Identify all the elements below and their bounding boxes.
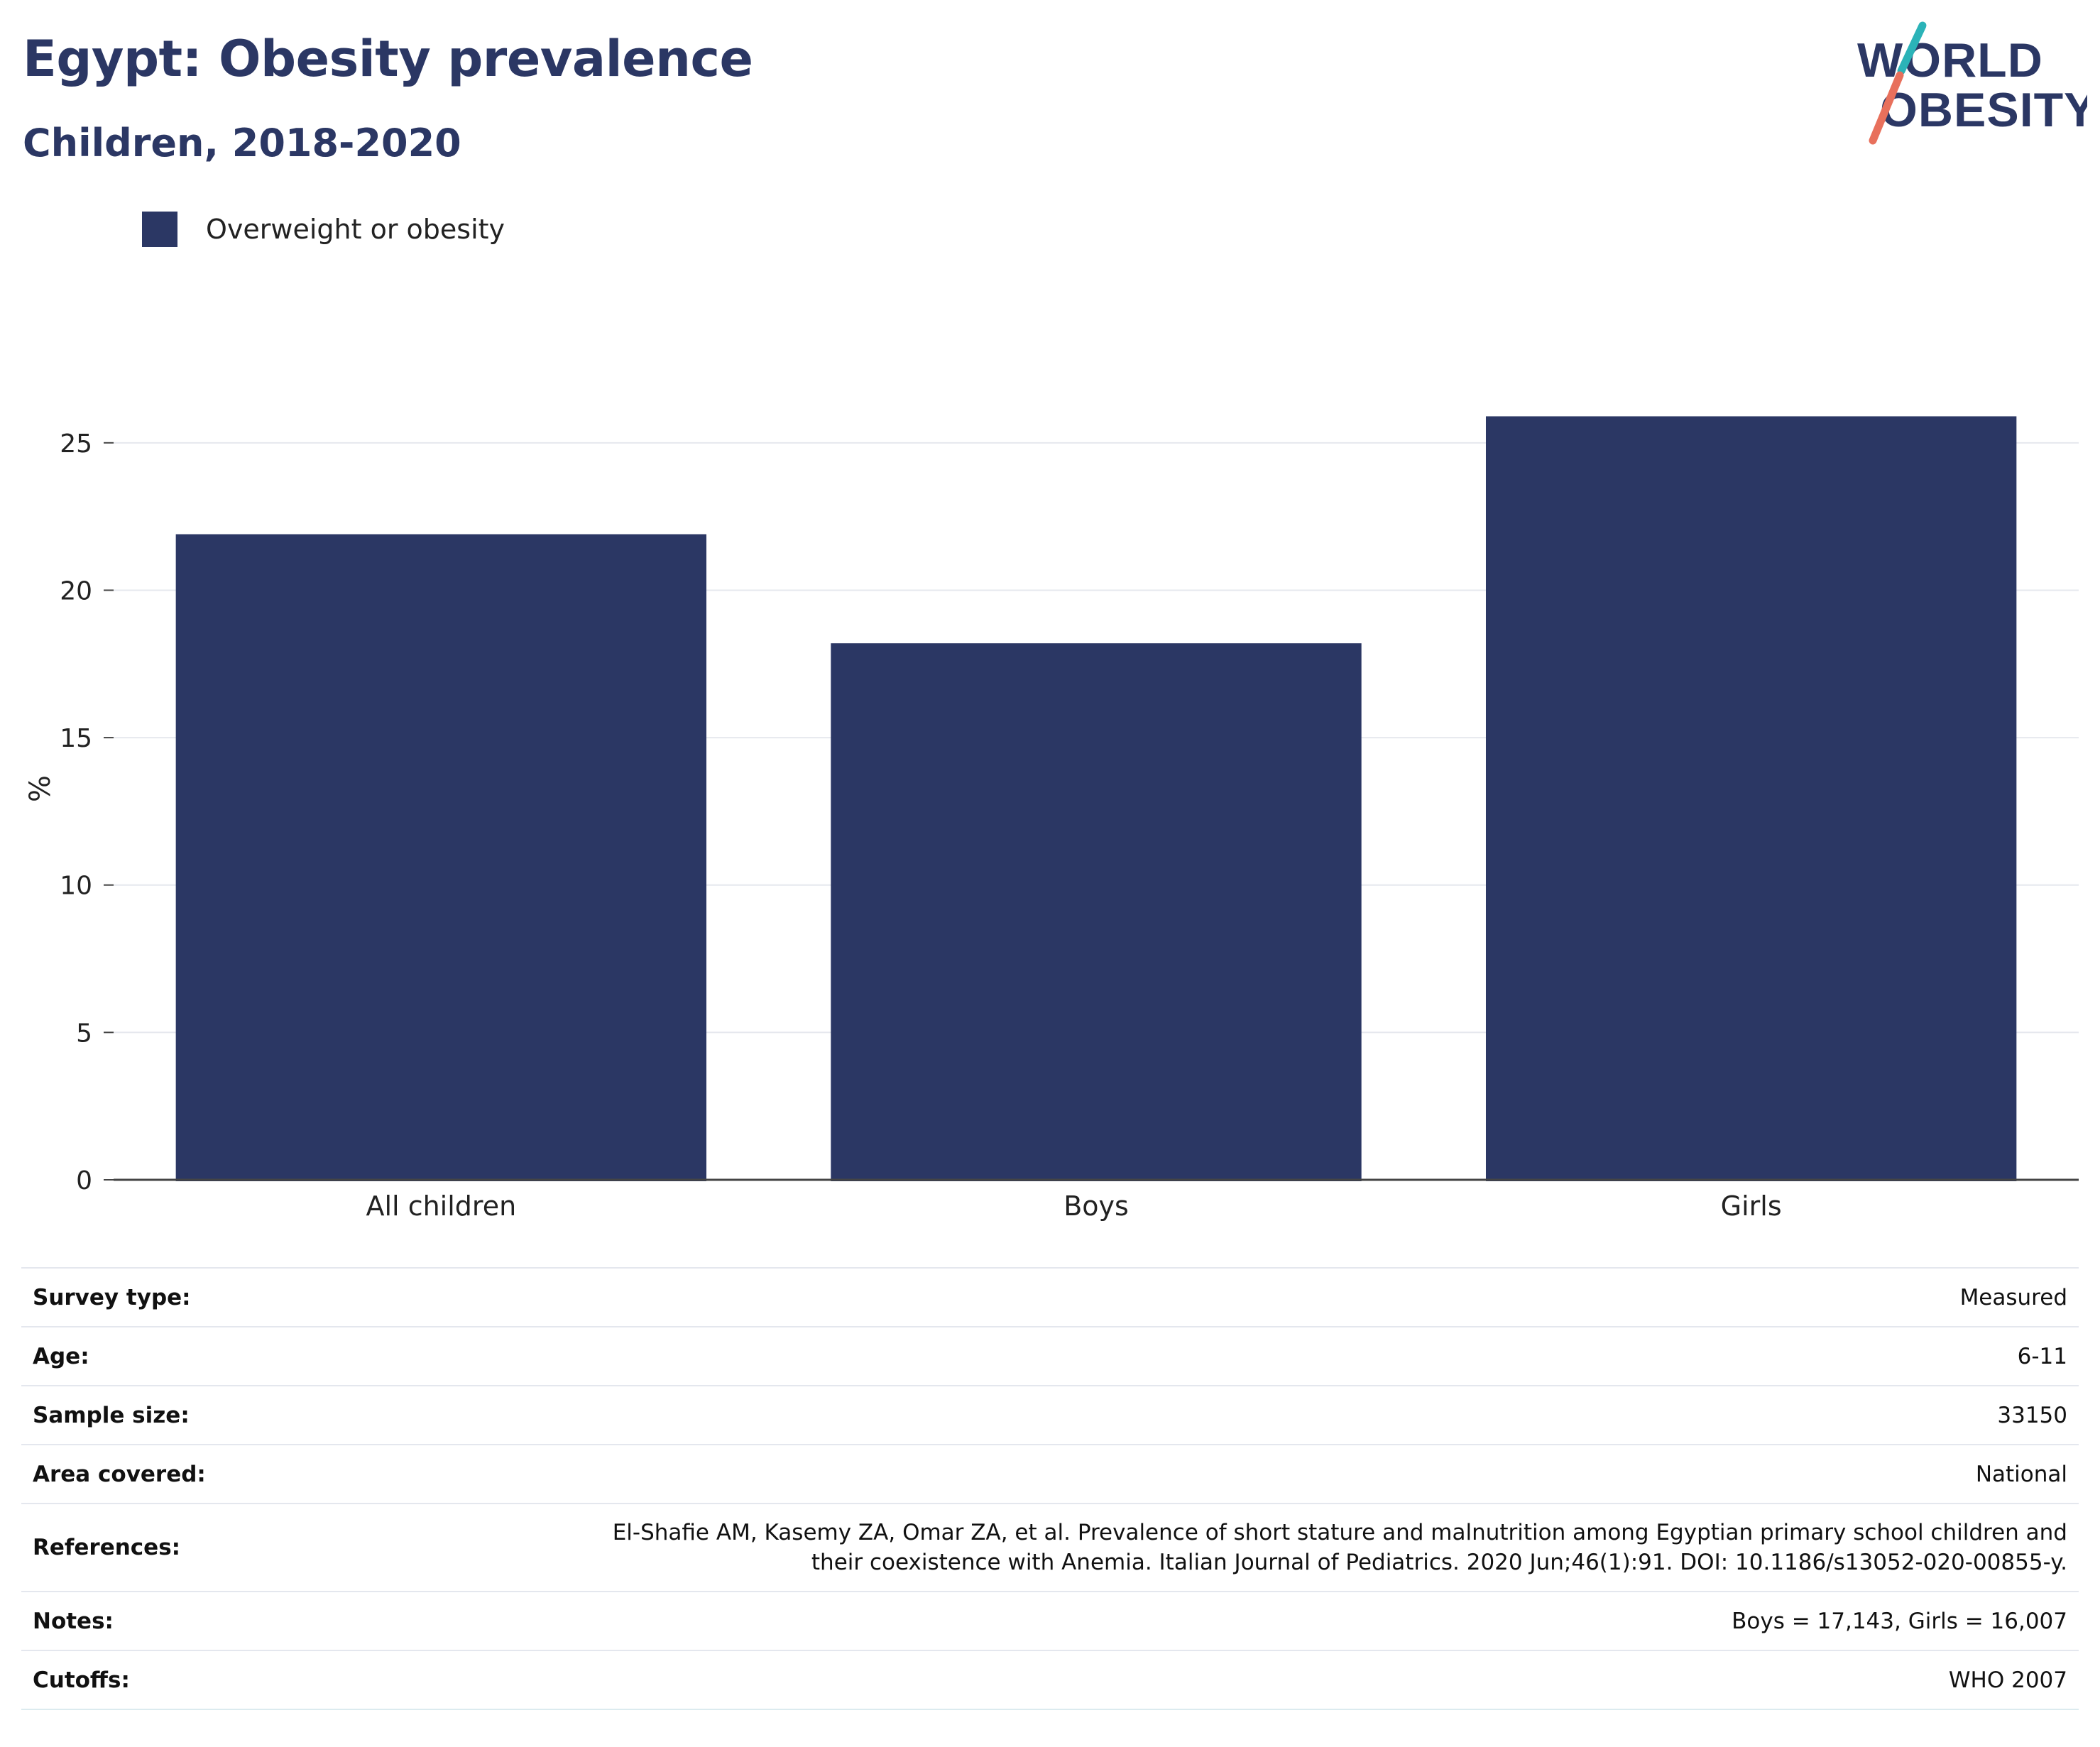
bar-boys: [831, 643, 1362, 1181]
survey-info-table: Survey type: Measured Age: 6-11 Sample s…: [21, 1267, 2079, 1710]
y-axis-label: %: [24, 775, 57, 802]
info-value: 33150: [1997, 1402, 2067, 1428]
logo-text-world: WORLD: [1857, 33, 2043, 87]
info-row-survey-type: Survey type: Measured: [21, 1268, 2079, 1327]
y-tick-label: 5: [76, 1019, 92, 1048]
info-value: 6-11: [2017, 1343, 2067, 1369]
y-tick-label: 20: [60, 576, 92, 606]
info-value: WHO 2007: [1948, 1667, 2067, 1693]
y-tick-label: 15: [60, 724, 92, 753]
y-tick-label: 10: [60, 872, 92, 901]
reference-line: El-Shafie AM, Kasemy ZA, Omar ZA, et al.…: [612, 1520, 2067, 1545]
info-label: Cutoffs:: [33, 1667, 130, 1693]
x-tick-label: Girls: [1721, 1190, 1782, 1222]
info-label: References:: [33, 1535, 181, 1560]
info-row-cutoffs: Cutoffs: WHO 2007: [21, 1650, 2079, 1709]
bar-girls: [1485, 416, 2017, 1182]
y-tick-label: 0: [76, 1166, 92, 1195]
info-row-sample-size: Sample size: 33150: [21, 1386, 2079, 1445]
legend-label: Overweight or obesity: [206, 214, 505, 245]
info-row-area-covered: Area covered: National: [21, 1445, 2079, 1504]
info-label: Sample size:: [33, 1402, 190, 1428]
info-row-age: Age: 6-11: [21, 1327, 2079, 1386]
info-value: Measured: [1959, 1284, 2067, 1310]
chart-legend: Overweight or obesity: [142, 212, 505, 247]
reference-line: their coexistence with Anemia. Italian J…: [811, 1550, 2067, 1575]
legend-swatch: [142, 212, 177, 247]
bar-all-children: [175, 534, 707, 1181]
info-value: El-Shafie AM, Kasemy ZA, Omar ZA, et al.…: [342, 1504, 2079, 1592]
bar-chart: 0 5 10 15 20 25% All children Boys Girls: [24, 416, 2079, 1222]
info-label: Notes:: [33, 1608, 114, 1634]
info-row-notes: Notes: Boys = 17,143, Girls = 16,007: [21, 1592, 2079, 1650]
y-tick-label: 25: [60, 429, 92, 459]
logo-slash-teal: [1897, 21, 1927, 75]
info-value: Boys = 17,143, Girls = 16,007: [1732, 1608, 2067, 1634]
chart-subtitle: Children, 2018-2020: [23, 121, 461, 165]
info-row-references: References: El-Shafie AM, Kasemy ZA, Oma…: [21, 1504, 2079, 1592]
chart-title: Egypt: Obesity prevalence: [23, 30, 753, 88]
x-tick-label: All children: [366, 1190, 517, 1222]
info-label: Area covered:: [33, 1461, 206, 1487]
world-obesity-logo: WORLD OBESITY: [1857, 21, 2087, 145]
x-tick-label: Boys: [1063, 1190, 1129, 1222]
info-label: Survey type:: [33, 1284, 191, 1310]
info-label: Age:: [33, 1343, 89, 1369]
info-value: National: [1975, 1461, 2067, 1487]
logo-slash-coral: [1869, 71, 1904, 145]
logo-text-obesity: OBESITY: [1880, 83, 2087, 137]
